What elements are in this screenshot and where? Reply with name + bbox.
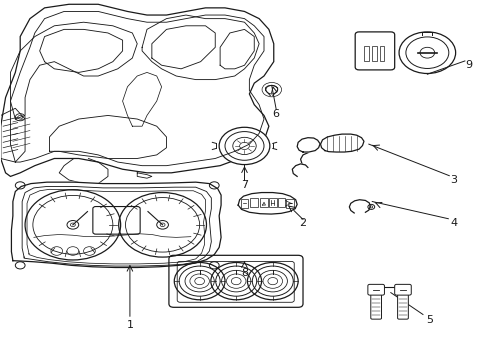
Bar	[371, 46, 376, 60]
Polygon shape	[320, 134, 363, 152]
Text: 7: 7	[241, 180, 247, 190]
Bar	[240, 199, 248, 208]
Polygon shape	[238, 193, 297, 214]
Text: 6: 6	[272, 109, 279, 119]
Bar	[268, 198, 276, 207]
FancyBboxPatch shape	[397, 293, 407, 319]
Bar	[379, 46, 384, 60]
FancyBboxPatch shape	[370, 293, 381, 319]
Polygon shape	[292, 164, 307, 176]
Polygon shape	[297, 138, 320, 152]
Text: 3: 3	[450, 175, 457, 185]
Text: 8: 8	[241, 268, 247, 278]
FancyBboxPatch shape	[168, 255, 303, 307]
FancyBboxPatch shape	[394, 284, 410, 295]
FancyBboxPatch shape	[367, 284, 384, 295]
Bar	[250, 198, 258, 207]
Bar	[277, 198, 285, 207]
Bar	[363, 46, 368, 60]
FancyBboxPatch shape	[354, 32, 394, 70]
Circle shape	[219, 127, 269, 165]
Text: 9: 9	[464, 60, 471, 70]
Polygon shape	[11, 182, 221, 267]
Text: 2: 2	[299, 218, 306, 228]
Text: 4: 4	[449, 218, 457, 228]
Circle shape	[398, 32, 455, 73]
Text: 5: 5	[426, 315, 432, 325]
Bar	[260, 198, 267, 207]
Text: 1: 1	[126, 320, 133, 330]
Bar	[286, 199, 294, 208]
